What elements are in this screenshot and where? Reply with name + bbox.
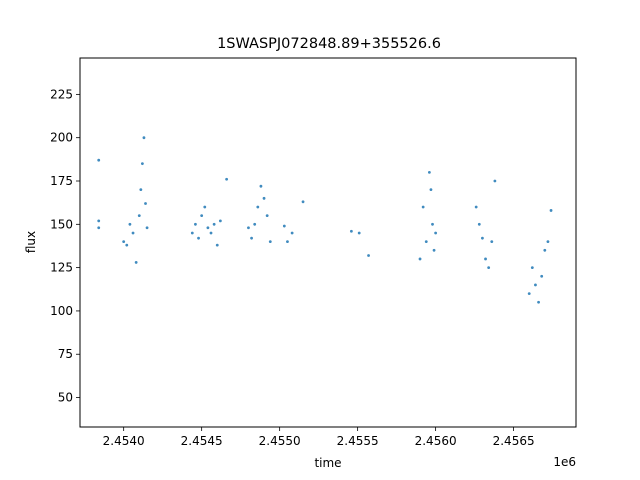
data-point [265, 214, 269, 218]
chart-title: 1SWASPJ072848.89+355526.6 [217, 36, 441, 52]
y-tick-label: 150 [50, 217, 73, 231]
data-point [253, 222, 257, 226]
data-point [286, 240, 289, 244]
data-point [137, 214, 141, 218]
data-point [128, 222, 132, 226]
data-point [209, 231, 213, 235]
data-point [537, 300, 540, 304]
data-point [218, 219, 222, 223]
data-points [97, 136, 553, 304]
data-point [357, 231, 361, 235]
data-point [97, 226, 101, 230]
data-point [487, 266, 491, 270]
data-point [540, 274, 544, 278]
data-point [139, 188, 143, 192]
y-tick-label: 175 [50, 174, 73, 188]
data-point [546, 240, 550, 244]
x-tick-label: 2.4565 [493, 434, 535, 448]
data-point [530, 266, 534, 270]
data-point [190, 231, 194, 235]
data-point [131, 231, 135, 235]
data-point [418, 257, 422, 261]
data-point [421, 205, 425, 209]
data-point [477, 222, 481, 226]
x-axis-offset-label: 1e6 [553, 455, 576, 469]
data-point [434, 231, 438, 235]
data-point [290, 231, 294, 235]
x-tick-label: 2.4545 [181, 434, 223, 448]
data-point [145, 226, 149, 230]
y-tick-label: 50 [58, 391, 73, 405]
data-point [534, 283, 537, 287]
data-point [256, 205, 260, 209]
data-point [125, 243, 129, 247]
data-point [140, 162, 144, 166]
data-point [200, 214, 204, 218]
y-axis-label: flux [24, 231, 38, 253]
data-point [432, 248, 436, 252]
y-axis: 50 75 100 125 150 175 200 225 [50, 87, 80, 405]
data-point [134, 261, 138, 264]
x-tick-label: 2.4555 [337, 434, 379, 448]
plot-frame [79, 57, 577, 428]
data-point [247, 226, 250, 230]
y-tick-label: 75 [58, 347, 73, 361]
data-point [206, 226, 210, 230]
data-point [490, 240, 494, 244]
data-point [97, 158, 101, 162]
data-point [194, 222, 197, 226]
data-point [250, 236, 253, 240]
data-point [527, 292, 531, 296]
data-point [474, 205, 478, 209]
data-point [424, 240, 428, 244]
data-point [543, 248, 547, 252]
data-point [215, 243, 219, 247]
data-point [268, 240, 272, 244]
data-point [367, 254, 370, 257]
data-point [282, 224, 286, 228]
data-point [493, 179, 497, 183]
data-point [144, 202, 147, 205]
data-point [481, 236, 484, 240]
data-point [142, 136, 146, 140]
data-point [427, 170, 431, 174]
data-point [203, 205, 207, 209]
data-point [301, 200, 305, 204]
x-axis-label: time [314, 456, 341, 470]
data-point [122, 240, 126, 244]
data-point [484, 257, 487, 261]
data-point [259, 184, 263, 188]
x-tick-label: 2.4560 [415, 434, 457, 448]
data-point [549, 209, 553, 212]
data-point [431, 222, 434, 226]
data-point [429, 188, 433, 192]
y-tick-label: 225 [50, 87, 73, 101]
x-axis: 2.4540 2.4545 2.4550 2.4555 2.4560 2.4565 [103, 427, 535, 448]
y-tick-label: 100 [50, 304, 73, 318]
x-tick-label: 2.4550 [259, 434, 301, 448]
data-point [349, 229, 353, 233]
data-point [197, 236, 200, 240]
data-point [262, 196, 266, 200]
y-tick-label: 200 [50, 131, 73, 145]
y-tick-label: 125 [50, 261, 73, 275]
data-point [212, 222, 216, 226]
x-tick-label: 2.4540 [103, 434, 145, 448]
data-point [225, 177, 229, 181]
data-point [97, 219, 101, 223]
